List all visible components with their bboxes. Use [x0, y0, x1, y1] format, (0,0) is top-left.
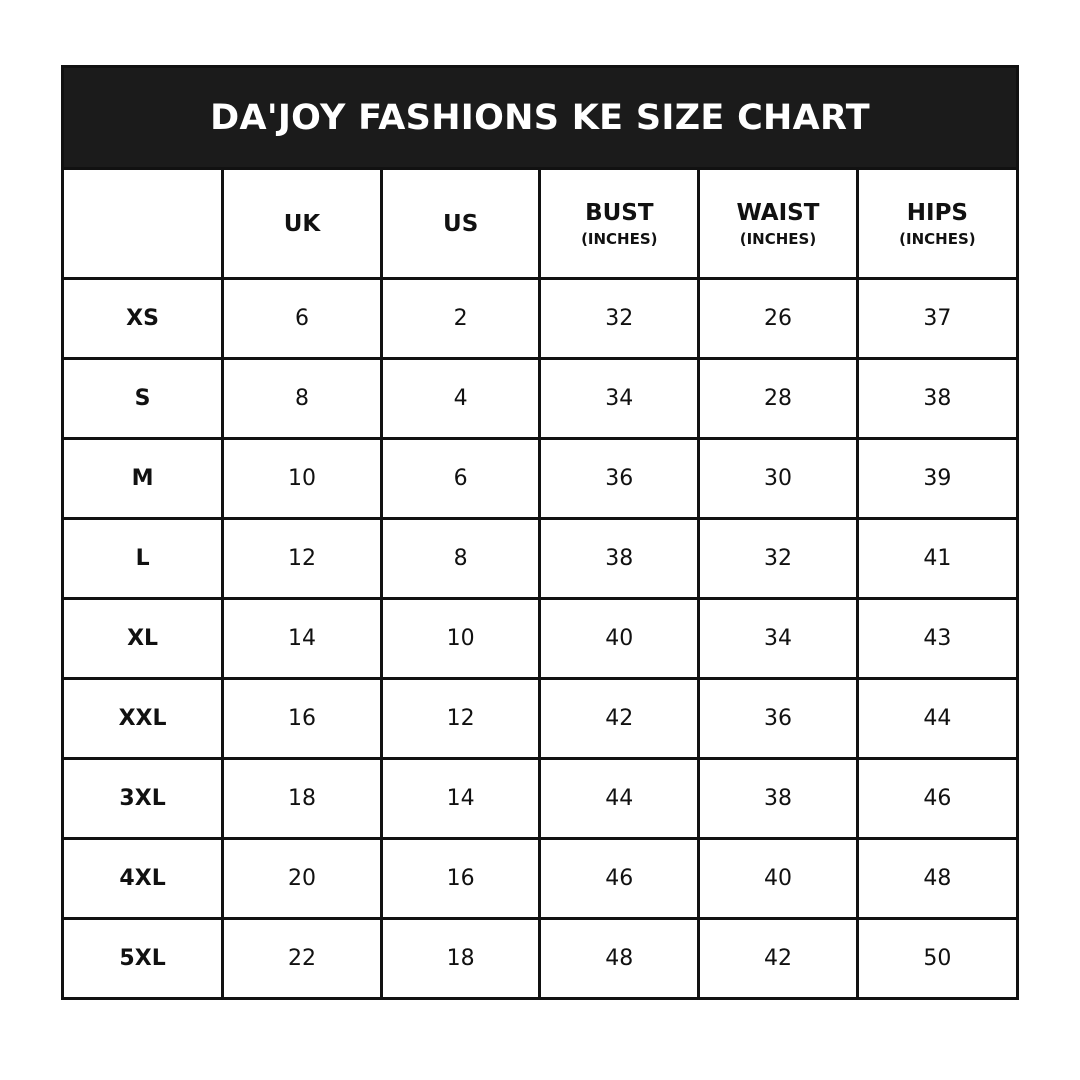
cell-size: M — [64, 437, 225, 520]
column-header-uk: UK — [221, 170, 383, 280]
cell-hips: 38 — [855, 357, 1016, 440]
column-unit: (INCHES) — [739, 229, 817, 248]
column-header-bust: BUST (INCHES) — [538, 170, 701, 280]
cell-waist: 42 — [697, 917, 859, 997]
cell-hips: 46 — [855, 757, 1016, 840]
table-row: S 8 4 34 28 38 — [64, 357, 1016, 440]
cell-waist: 40 — [697, 837, 859, 920]
cell-uk: 18 — [221, 757, 383, 840]
cell-uk: 14 — [221, 597, 383, 680]
cell-uk: 16 — [221, 677, 383, 760]
cell-bust: 32 — [538, 277, 701, 360]
header-row: UK US BUST (INCHES) WAIST (INCHES) HIPS (INCHES… — [64, 170, 1016, 280]
size-table: UK US BUST (INCHES) WAIST (INCHES) HIPS (INCHES… — [64, 170, 1016, 997]
cell-uk: 20 — [221, 837, 383, 920]
cell-hips: 37 — [855, 277, 1016, 360]
column-label: HIPS — [906, 199, 968, 226]
cell-hips: 41 — [855, 517, 1016, 600]
cell-uk: 22 — [221, 917, 383, 997]
table-row: M 10 6 36 30 39 — [64, 437, 1016, 520]
cell-bust: 38 — [538, 517, 701, 600]
table-row: 4XL 20 16 46 40 48 — [64, 837, 1016, 920]
cell-waist: 36 — [697, 677, 859, 760]
cell-us: 12 — [379, 677, 542, 760]
cell-size: 3XL — [64, 757, 225, 840]
cell-hips: 39 — [855, 437, 1016, 520]
table-row: 5XL 22 18 48 42 50 — [64, 917, 1016, 997]
cell-us: 4 — [379, 357, 542, 440]
table-row: XL 14 10 40 34 43 — [64, 597, 1016, 680]
cell-size: XXL — [64, 677, 225, 760]
table-row: 3XL 18 14 44 38 46 — [64, 757, 1016, 840]
cell-us: 10 — [379, 597, 542, 680]
cell-us: 8 — [379, 517, 542, 600]
cell-size: 5XL — [64, 917, 225, 997]
cell-bust: 46 — [538, 837, 701, 920]
cell-uk: 6 — [221, 277, 383, 360]
cell-waist: 32 — [697, 517, 859, 600]
cell-uk: 10 — [221, 437, 383, 520]
column-label: WAIST — [736, 199, 820, 226]
cell-size: L — [64, 517, 225, 600]
column-label: BUST — [585, 199, 654, 226]
cell-uk: 8 — [221, 357, 383, 440]
column-header-waist: WAIST (INCHES) — [697, 170, 859, 280]
cell-waist: 30 — [697, 437, 859, 520]
cell-us: 6 — [379, 437, 542, 520]
cell-bust: 40 — [538, 597, 701, 680]
cell-bust: 44 — [538, 757, 701, 840]
table-body: XS 6 2 32 26 37 S 8 4 34 28 38 M 10 6 36 30 39 L 12 8 38 32 41 X… — [64, 277, 1016, 997]
cell-waist: 34 — [697, 597, 859, 680]
table-row: L 12 8 38 32 41 — [64, 517, 1016, 600]
column-unit: (INCHES) — [581, 229, 658, 248]
cell-hips: 44 — [855, 677, 1016, 760]
column-label: UK — [283, 210, 321, 237]
cell-waist: 38 — [697, 757, 859, 840]
cell-uk: 12 — [221, 517, 383, 600]
cell-bust: 34 — [538, 357, 701, 440]
cell-size: XS — [64, 277, 225, 360]
column-header-us: US — [379, 170, 542, 280]
cell-hips: 48 — [855, 837, 1016, 920]
chart-title: DA'JOY FASHIONS KE SIZE CHART — [64, 68, 1016, 170]
cell-us: 16 — [379, 837, 542, 920]
cell-us: 2 — [379, 277, 542, 360]
cell-size: XL — [64, 597, 225, 680]
cell-bust: 36 — [538, 437, 701, 520]
cell-us: 18 — [379, 917, 542, 997]
column-header-hips: HIPS (INCHES) — [855, 170, 1016, 280]
cell-size: S — [64, 357, 225, 440]
cell-waist: 28 — [697, 357, 859, 440]
cell-us: 14 — [379, 757, 542, 840]
column-header-size — [64, 170, 225, 280]
column-unit: (INCHES) — [899, 229, 976, 248]
cell-bust: 48 — [538, 917, 701, 997]
table-row: XS 6 2 32 26 37 — [64, 277, 1016, 360]
cell-hips: 50 — [855, 917, 1016, 997]
cell-bust: 42 — [538, 677, 701, 760]
table-row: XXL 16 12 42 36 44 — [64, 677, 1016, 760]
size-chart: DA'JOY FASHIONS KE SIZE CHART UK US BUST (I… — [61, 65, 1019, 1000]
cell-hips: 43 — [855, 597, 1016, 680]
cell-size: 4XL — [64, 837, 225, 920]
column-label: US — [443, 210, 479, 237]
cell-waist: 26 — [697, 277, 859, 360]
